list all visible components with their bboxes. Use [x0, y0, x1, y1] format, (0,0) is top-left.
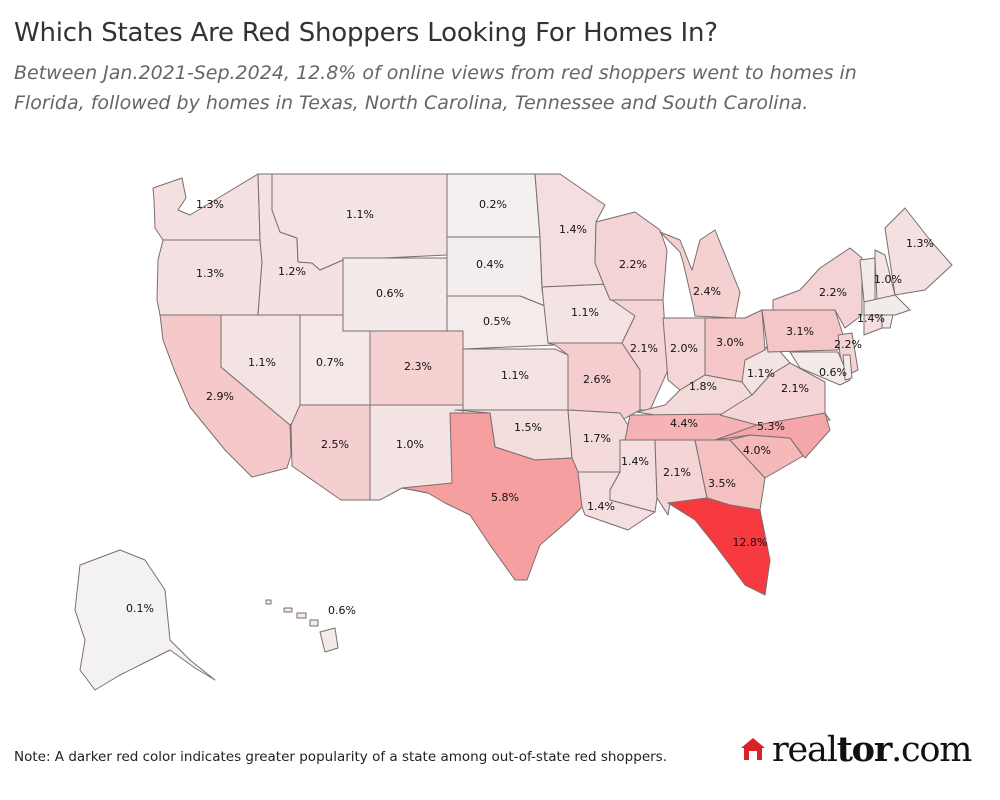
state-ak — [74, 549, 216, 691]
subtitle: Between Jan.2021-Sep.2024, 12.8% of onli… — [14, 58, 974, 118]
state-label-nj: 2.2% — [834, 338, 862, 351]
state-label-ia: 1.1% — [571, 306, 599, 319]
state-label-nc: 5.3% — [757, 420, 785, 433]
state-hi1 — [265, 599, 272, 605]
state-mi — [659, 229, 741, 319]
state-hi4 — [309, 619, 319, 627]
state-ma — [863, 294, 911, 316]
state-label-ca: 2.9% — [206, 390, 234, 403]
state-label-ga: 3.5% — [708, 477, 736, 490]
state-label-md: 0.6% — [819, 366, 847, 379]
state-label-pa: 3.1% — [786, 325, 814, 338]
state-fl — [667, 497, 771, 596]
state-label-or: 1.3% — [196, 267, 224, 280]
state-label-az: 2.5% — [321, 438, 349, 451]
state-label-ks: 1.1% — [501, 369, 529, 382]
logo-wordmark: realtor.com — [772, 728, 972, 770]
state-label-sc: 4.0% — [743, 444, 771, 457]
state-label-nd: 0.2% — [479, 198, 507, 211]
state-label-ky: 1.8% — [689, 380, 717, 393]
state-label-ms: 1.4% — [621, 455, 649, 468]
state-wi — [594, 211, 668, 301]
page-title: Which States Are Red Shoppers Looking Fo… — [14, 18, 718, 48]
state-label-ak: 0.1% — [126, 602, 154, 615]
state-label-nm: 1.0% — [396, 438, 424, 451]
state-label-sd: 0.4% — [476, 258, 504, 271]
state-md — [789, 351, 851, 386]
state-wv — [741, 339, 791, 396]
state-label-co: 2.3% — [404, 360, 432, 373]
state-label-tn: 4.4% — [670, 417, 698, 430]
state-label-ok: 1.5% — [514, 421, 542, 434]
state-hi3 — [296, 612, 307, 619]
subtitle-line-2: Florida, followed by homes in Texas, Nor… — [14, 92, 809, 114]
state-label-in: 2.0% — [670, 342, 698, 355]
state-ri — [881, 314, 894, 329]
footnote: Note: A darker red color indicates great… — [14, 749, 668, 765]
state-label-ny: 2.2% — [819, 286, 847, 299]
state-tx — [401, 412, 583, 581]
state-az — [290, 404, 371, 501]
state-label-ne: 0.5% — [483, 315, 511, 328]
state-label-al: 2.1% — [663, 466, 691, 479]
state-label-nv: 1.1% — [248, 356, 276, 369]
subtitle-line-1: Between Jan.2021-Sep.2024, 12.8% of onli… — [14, 62, 857, 84]
state-label-mn: 1.4% — [559, 223, 587, 236]
state-label-oh: 3.0% — [716, 336, 744, 349]
state-ne — [446, 295, 556, 350]
state-ny — [772, 247, 863, 329]
state-label-il: 2.1% — [630, 342, 658, 355]
state-hi2 — [283, 607, 293, 613]
realtor-logo: realtor.com — [740, 728, 972, 770]
state-label-me: 1.3% — [906, 237, 934, 250]
state-label-ar: 1.7% — [583, 432, 611, 445]
state-label-wi: 2.2% — [619, 258, 647, 271]
state-label-wa: 1.3% — [196, 198, 224, 211]
state-label-ut: 0.7% — [316, 356, 344, 369]
state-label-wy: 0.6% — [376, 287, 404, 300]
state-label-la: 1.4% — [587, 500, 615, 513]
state-label-nh: 1.0% — [874, 273, 902, 286]
state-label-ct: 1.4% — [857, 312, 885, 325]
state-label-hi: 0.6% — [328, 604, 356, 617]
state-label-va: 2.1% — [781, 382, 809, 395]
state-mt — [271, 173, 448, 271]
state-label-id: 1.2% — [278, 265, 306, 278]
state-labels: 1.3% 1.3% 2.9% 1.2% 1.1% 1.1% 0.6% 0.7% 2.5% 2.3%… — [126, 198, 934, 617]
state-label-tx: 5.8% — [491, 491, 519, 504]
state-label-fl: 12.8% — [733, 536, 768, 549]
state-shapes — [74, 173, 953, 691]
state-label-mt: 1.1% — [346, 208, 374, 221]
state-label-mo: 2.6% — [583, 373, 611, 386]
state-de — [842, 354, 853, 381]
state-hi5 — [319, 627, 339, 653]
state-label-mi: 2.4% — [693, 285, 721, 298]
state-label-wv: 1.1% — [747, 367, 775, 380]
house-icon — [741, 738, 765, 760]
